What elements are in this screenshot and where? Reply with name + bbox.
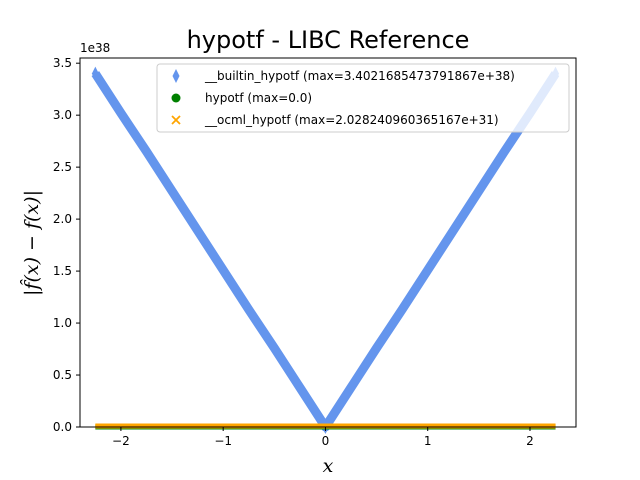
builtin-hypotf-point xyxy=(194,223,202,238)
builtin-hypotf-point xyxy=(475,184,483,199)
y-tick-label: 1.0 xyxy=(53,316,72,330)
builtin-hypotf-point xyxy=(398,302,406,317)
builtin-hypotf-point xyxy=(270,341,278,356)
builtin-hypotf-point xyxy=(117,106,125,121)
y-tick-label: 0.5 xyxy=(53,368,72,382)
chart-title: hypotf - LIBC Reference xyxy=(187,26,470,54)
y-tick-label: 1.5 xyxy=(53,264,72,278)
builtin-hypotf-point xyxy=(142,144,150,159)
x-tick-label: −2 xyxy=(112,434,130,448)
y-tick-label: 2.0 xyxy=(53,212,72,226)
builtin-hypotf-point xyxy=(449,223,457,238)
x-tick-label: 0 xyxy=(322,434,330,448)
legend-label-hypotf: hypotf (max=0.0) xyxy=(205,91,312,105)
x-tick-label: −1 xyxy=(214,434,232,448)
legend-frame xyxy=(156,63,570,133)
y-axis: 0.0 0.5 1.0 1.5 2.0 2.5 3.0 3.5 xyxy=(53,56,80,434)
x-tick-label: 2 xyxy=(526,434,534,448)
builtin-hypotf-point xyxy=(168,184,176,199)
legend-label-ocml-hypotf: __ocml_hypotf (max=2.028240960365167e+31… xyxy=(204,113,499,127)
builtin-hypotf-point xyxy=(500,144,508,159)
x-axis-label: x xyxy=(323,455,334,477)
y-tick-label: 0.0 xyxy=(53,420,72,434)
y-tick-label: 3.0 xyxy=(53,108,72,122)
y-tick-label: 2.5 xyxy=(53,160,72,174)
builtin-hypotf-point xyxy=(296,380,304,395)
axes-frame xyxy=(79,57,577,428)
legend-label-builtin-hypotf: __builtin_hypotf (max=3.4021685473791867… xyxy=(204,69,515,83)
y-offset-label: 1e38 xyxy=(80,41,110,55)
builtin-hypotf-point xyxy=(91,66,99,81)
y-axis-label: |f̂(x) − f(x)| xyxy=(20,190,43,296)
y-tick-label: 3.5 xyxy=(53,56,72,70)
x-tick-label: 1 xyxy=(424,434,432,448)
legend-x-marker xyxy=(171,115,181,125)
builtin-hypotf-point xyxy=(373,341,381,356)
x-axis: −2 −1 0 1 2 xyxy=(112,427,534,448)
builtin-hypotf-point xyxy=(424,263,432,278)
legend: __builtin_hypotf (max=3.4021685473791867… xyxy=(156,63,570,133)
builtin-hypotf-point xyxy=(219,263,227,278)
legend-diamond-marker xyxy=(172,69,180,83)
builtin-hypotf-point xyxy=(347,380,355,395)
builtin-hypotf-point xyxy=(245,302,253,317)
legend-circle-marker xyxy=(171,93,181,103)
